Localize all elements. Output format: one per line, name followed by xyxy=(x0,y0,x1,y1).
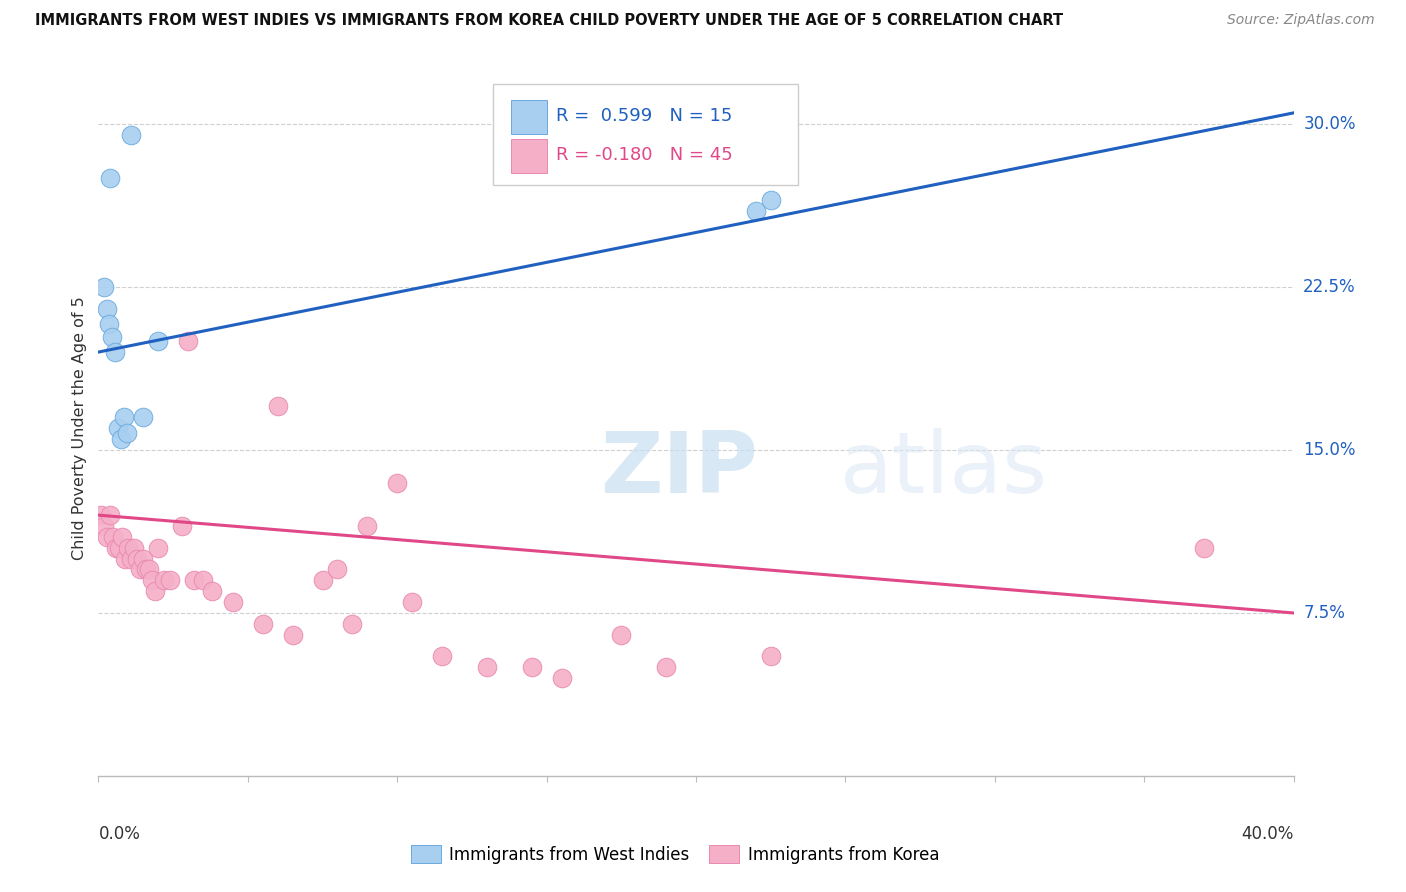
Point xyxy=(385,475,409,490)
Text: R = -0.180   N = 45: R = -0.180 N = 45 xyxy=(557,146,733,164)
Legend: Immigrants from West Indies, Immigrants from Korea: Immigrants from West Indies, Immigrants … xyxy=(404,838,946,871)
Point xyxy=(124,541,146,555)
Point xyxy=(610,628,633,642)
Point xyxy=(550,671,572,685)
Point xyxy=(132,551,155,566)
Text: Source: ZipAtlas.com: Source: ZipAtlas.com xyxy=(1227,13,1375,28)
Text: 15.0%: 15.0% xyxy=(1303,441,1355,458)
Point xyxy=(115,425,138,440)
Point xyxy=(104,345,127,359)
Point xyxy=(96,530,118,544)
Point xyxy=(1192,541,1215,555)
Text: 0.0%: 0.0% xyxy=(98,825,141,843)
Point xyxy=(132,410,155,425)
Point xyxy=(98,508,122,523)
Text: ZIP: ZIP xyxy=(600,428,758,511)
Point xyxy=(117,541,139,555)
Point xyxy=(201,584,224,599)
Point xyxy=(141,574,163,588)
Point xyxy=(183,574,205,588)
Text: 40.0%: 40.0% xyxy=(1241,825,1294,843)
Point xyxy=(252,616,274,631)
Point xyxy=(356,519,378,533)
Point xyxy=(342,616,364,631)
Text: R =  0.599   N = 15: R = 0.599 N = 15 xyxy=(557,107,733,126)
FancyBboxPatch shape xyxy=(494,84,797,185)
Point xyxy=(93,519,115,533)
Point xyxy=(129,562,152,576)
Text: 30.0%: 30.0% xyxy=(1303,115,1355,133)
Point xyxy=(120,128,142,142)
Point xyxy=(311,574,333,588)
Point xyxy=(135,562,157,576)
Point xyxy=(114,551,136,566)
Point xyxy=(759,649,782,664)
Point xyxy=(143,584,166,599)
Point xyxy=(93,280,115,294)
Point xyxy=(759,193,782,207)
Point xyxy=(127,551,149,566)
Text: atlas: atlas xyxy=(839,428,1047,511)
Point xyxy=(138,562,160,576)
Point xyxy=(177,334,200,348)
Point xyxy=(267,400,290,414)
Point xyxy=(112,410,135,425)
Point xyxy=(90,508,112,523)
Y-axis label: Child Poverty Under the Age of 5: Child Poverty Under the Age of 5 xyxy=(72,296,87,560)
Point xyxy=(98,171,122,186)
Text: 7.5%: 7.5% xyxy=(1303,604,1346,622)
Point xyxy=(520,660,543,674)
Point xyxy=(110,432,132,446)
Point xyxy=(191,574,214,588)
Point xyxy=(159,574,181,588)
Point xyxy=(326,562,349,576)
FancyBboxPatch shape xyxy=(510,139,547,173)
Point xyxy=(148,541,170,555)
Point xyxy=(97,317,120,331)
Point xyxy=(475,660,498,674)
Text: 22.5%: 22.5% xyxy=(1303,277,1355,296)
FancyBboxPatch shape xyxy=(510,101,547,134)
Point xyxy=(96,301,118,316)
Point xyxy=(401,595,423,609)
Text: IMMIGRANTS FROM WEST INDIES VS IMMIGRANTS FROM KOREA CHILD POVERTY UNDER THE AGE: IMMIGRANTS FROM WEST INDIES VS IMMIGRANT… xyxy=(35,13,1063,29)
Point xyxy=(281,628,304,642)
Point xyxy=(148,334,170,348)
Point xyxy=(222,595,245,609)
Point xyxy=(745,203,768,218)
Point xyxy=(101,330,124,344)
Point xyxy=(430,649,453,664)
Point xyxy=(172,519,194,533)
Point xyxy=(655,660,678,674)
Point xyxy=(107,421,129,435)
Point xyxy=(105,541,128,555)
Point xyxy=(103,530,125,544)
Point xyxy=(153,574,176,588)
Point xyxy=(111,530,134,544)
Point xyxy=(120,551,142,566)
Point xyxy=(108,541,131,555)
